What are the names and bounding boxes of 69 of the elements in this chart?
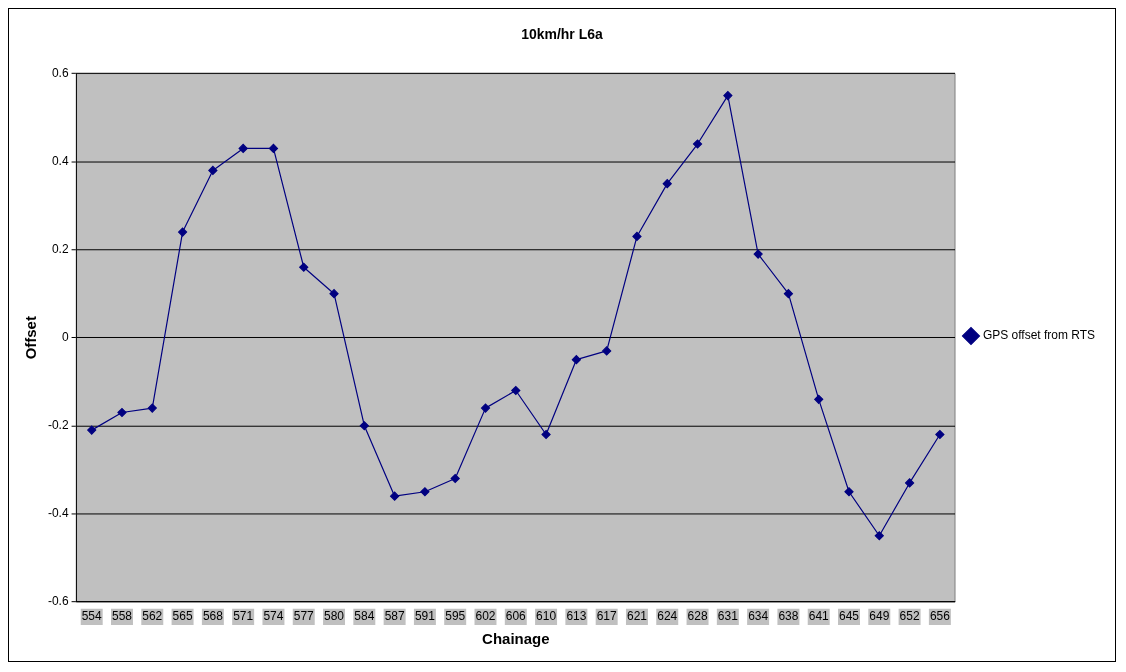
- point: [511, 385, 521, 396]
- x-tick-label: 624: [657, 609, 678, 624]
- y-tick-label: -0.4: [47, 506, 69, 521]
- point: [450, 473, 460, 484]
- legend-label: GPS offset from RTS: [982, 328, 1096, 343]
- point: [541, 429, 551, 440]
- x-tick-label: 641: [808, 609, 830, 624]
- point: [480, 403, 491, 413]
- point: [359, 421, 369, 431]
- x-tick-label: 645: [839, 609, 860, 624]
- point: [723, 91, 733, 101]
- point: [177, 227, 188, 237]
- x-tick-label: 568: [202, 609, 224, 624]
- x-tick-label: 652: [899, 609, 920, 624]
- x-tick-label: 656: [929, 609, 951, 624]
- x-tick-label: 577: [293, 609, 315, 624]
- x-tick-label: 634: [748, 609, 769, 624]
- y-tick-label: 0.2: [51, 241, 69, 256]
- x-tick-label: 617: [596, 609, 617, 624]
- point: [420, 487, 430, 497]
- point: [208, 165, 218, 176]
- point: [662, 179, 672, 189]
- x-tick-label: 606: [505, 609, 527, 624]
- y-tick-label: -0.6: [47, 594, 69, 609]
- x-tick-label: 595: [445, 609, 466, 624]
- x-tick-label: 554: [81, 609, 103, 624]
- x-tick-label: 587: [384, 609, 405, 624]
- point: [814, 394, 824, 404]
- x-tick-label: 649: [869, 609, 890, 624]
- y-tick-label: -0.2: [47, 418, 69, 433]
- x-tick-label: 571: [233, 609, 254, 624]
- point: [390, 491, 400, 501]
- chart-title: 10km/hr L6a: [521, 26, 603, 43]
- y-tick-label: 0: [61, 330, 69, 344]
- x-tick-label: 580: [324, 609, 345, 624]
- point: [905, 478, 915, 488]
- x-tick-label: 610: [536, 609, 557, 624]
- x-axis-title: Chainage: [482, 630, 550, 648]
- point: [602, 346, 612, 356]
- x-tick-label: 638: [778, 609, 799, 624]
- y-tick-label: 0.4: [51, 153, 69, 168]
- point: [783, 289, 794, 299]
- point: [935, 429, 945, 440]
- point: [117, 407, 127, 418]
- point: [692, 139, 703, 149]
- x-tick-label: 628: [687, 609, 708, 624]
- y-tick-label: 0.6: [51, 65, 69, 80]
- point: [632, 231, 642, 242]
- y-axis-title: Offset: [22, 316, 40, 360]
- x-tick-label: 562: [142, 609, 163, 624]
- point: [844, 487, 854, 497]
- x-tick-label: 558: [112, 609, 133, 624]
- point: [753, 249, 763, 259]
- x-tick-label: 565: [172, 609, 193, 624]
- point: [268, 143, 279, 154]
- x-tick-label: 584: [354, 609, 375, 624]
- x-tick-label: 621: [626, 609, 648, 624]
- point: [329, 289, 339, 299]
- x-tick-label: 613: [566, 609, 587, 624]
- point: [147, 403, 157, 413]
- point: [299, 262, 309, 272]
- point: [874, 531, 884, 541]
- point: [87, 425, 97, 435]
- point: [571, 355, 581, 365]
- x-tick-label: 591: [414, 609, 436, 624]
- point: [238, 143, 248, 154]
- x-tick-label: 631: [717, 609, 739, 624]
- x-tick-label: 602: [475, 609, 496, 624]
- x-tick-label: 574: [263, 609, 284, 624]
